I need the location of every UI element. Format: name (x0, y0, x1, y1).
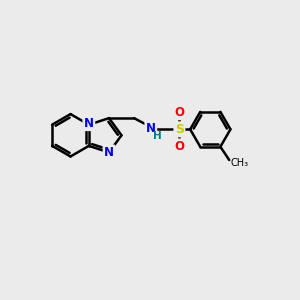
Text: N: N (84, 117, 94, 130)
Text: N: N (146, 122, 156, 135)
Text: S: S (175, 123, 184, 136)
Text: O: O (174, 140, 184, 153)
Text: N: N (104, 146, 114, 159)
Text: O: O (174, 106, 184, 119)
Text: H: H (153, 131, 162, 141)
Text: CH₃: CH₃ (231, 158, 249, 168)
